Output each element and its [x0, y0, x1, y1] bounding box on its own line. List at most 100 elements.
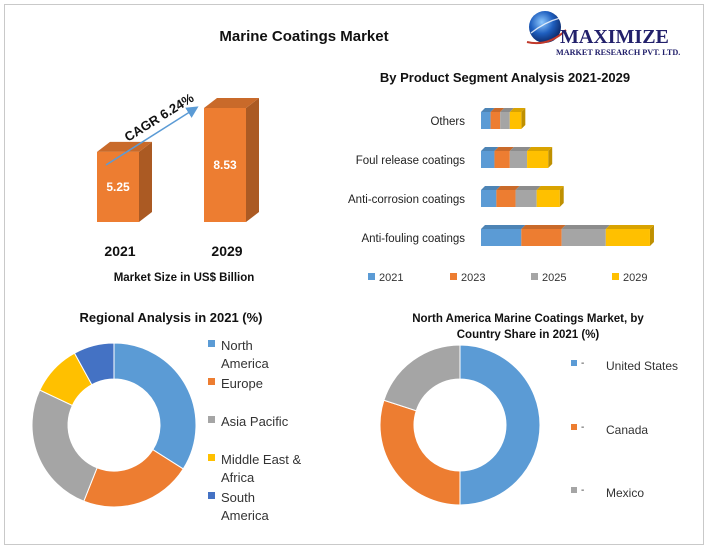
segment-bar-foul-release-coatings-2029 — [527, 151, 549, 168]
segment-legend-2029: 2029 — [623, 272, 647, 284]
regional-legend-swatch-north-america — [208, 340, 215, 347]
segment-bar-anti-fouling-coatings-2023 — [521, 229, 562, 246]
na-legend-canada: Canada — [606, 423, 648, 437]
segment-bar-top-anti-corrosion-coatings-2021 — [481, 186, 501, 190]
segment-bar-anti-corrosion-coatings-2023 — [496, 190, 516, 207]
bar-2021 — [97, 151, 139, 222]
regional-legend-swatch-south-america — [208, 492, 215, 499]
segment-bar-top-anti-corrosion-coatings-2023 — [496, 186, 520, 190]
na-slice-united-states — [459, 344, 541, 506]
segment-category-anti-fouling-coatings: Anti-fouling coatings — [361, 233, 465, 245]
regional-slice-south-america — [73, 342, 115, 386]
na-legend-swatch-canada — [571, 424, 577, 430]
segment-bar-others-2021 — [481, 112, 491, 129]
segment-bar-others-2029 — [509, 112, 522, 129]
infographic-frame — [4, 4, 704, 545]
segment-bar-side-others — [521, 108, 526, 129]
segment-bar-top-others-2021 — [481, 108, 495, 112]
market-chart-title: Marine Coatings Market — [219, 28, 388, 45]
market-chart-xlabel: Market Size in US$ Billion — [114, 272, 255, 284]
segment-bar-top-others-2023 — [490, 108, 505, 112]
na-slice-canada — [379, 399, 461, 506]
segment-legend-2025: 2025 — [542, 272, 566, 284]
segment-bar-others-2023 — [490, 112, 501, 129]
segment-bar-top-foul-release-coatings-2025 — [509, 147, 532, 151]
na-legend-mexico: Mexico — [606, 486, 644, 500]
regional-legend-north-america-line2: America — [221, 356, 269, 371]
globe-ring — [526, 29, 567, 45]
segment-bar-anti-fouling-coatings-2029 — [605, 229, 650, 246]
logo-tagline: MARKET RESEARCH PVT. LTD. — [556, 48, 680, 57]
regional-legend-swatch-middle-east-africa — [208, 454, 215, 461]
na-legend-swatch-mexico — [571, 487, 577, 493]
segment-bar-top-anti-fouling-coatings-2025 — [561, 225, 610, 229]
segment-bar-foul-release-coatings-2021 — [481, 151, 495, 168]
segment-legend-swatch-2023 — [450, 273, 457, 280]
segment-bar-top-anti-corrosion-coatings-2025 — [515, 186, 541, 190]
na-legend-swatch-united-states — [571, 360, 577, 366]
segment-bar-side-anti-fouling-coatings — [649, 225, 654, 246]
bar-top-2029 — [204, 98, 259, 108]
segment-legend-swatch-2025 — [531, 273, 538, 280]
bar-side-2021 — [139, 141, 152, 222]
segment-bar-top-anti-fouling-coatings-2021 — [481, 225, 526, 229]
na-chart-title-line2: Country Share in 2021 (%) — [457, 329, 600, 341]
regional-legend-south-america: South — [221, 490, 255, 505]
segment-legend-swatch-2029 — [612, 273, 619, 280]
regional-legend-swatch-asia-pacific — [208, 416, 215, 423]
segment-bar-top-anti-corrosion-coatings-2029 — [536, 186, 564, 190]
segment-legend-2021: 2021 — [379, 272, 403, 284]
segment-bar-anti-corrosion-coatings-2025 — [515, 190, 537, 207]
segment-legend-swatch-2021 — [368, 273, 375, 280]
segment-bar-top-others-2029 — [509, 108, 526, 112]
segment-category-foul-release-coatings: Foul release coatings — [356, 155, 466, 167]
cagr-arrow — [105, 106, 199, 166]
na-chart-title: North America Marine Coatings Market, by — [412, 313, 644, 325]
regional-legend-middle-east-africa: Middle East & — [221, 452, 302, 467]
segment-category-others: Others — [430, 116, 465, 128]
regional-chart-title: Regional Analysis in 2021 (%) — [79, 310, 262, 325]
regional-legend-swatch-europe — [208, 378, 215, 385]
globe-swoosh — [530, 17, 561, 34]
na-legend-marker-canada: - — [581, 422, 584, 433]
segment-bar-top-foul-release-coatings-2021 — [481, 147, 499, 151]
segment-bar-side-foul-release-coatings — [548, 147, 553, 168]
regional-legend-north-america: North — [221, 338, 253, 353]
regional-legend-europe: Europe — [221, 376, 263, 391]
regional-slice-north-america — [113, 342, 197, 470]
regional-legend-asia-pacific: Asia Pacific — [221, 414, 289, 429]
segment-bar-others-2025 — [500, 112, 510, 129]
bar-2029 — [204, 108, 246, 222]
segment-bar-top-others-2025 — [500, 108, 514, 112]
segment-chart-title: By Product Segment Analysis 2021-2029 — [380, 70, 630, 85]
segment-legend-2023: 2023 — [461, 272, 485, 284]
segment-bar-foul-release-coatings-2025 — [509, 151, 528, 168]
bar-side-2029 — [246, 98, 259, 222]
segment-bar-anti-fouling-coatings-2025 — [561, 229, 606, 246]
segment-bar-anti-corrosion-coatings-2029 — [536, 190, 560, 207]
bar-category-2029: 2029 — [211, 243, 242, 259]
segment-bar-top-anti-fouling-coatings-2023 — [521, 225, 566, 229]
na-slice-mexico — [383, 344, 461, 412]
segment-bar-top-foul-release-coatings-2023 — [494, 147, 514, 151]
segment-bar-side-anti-corrosion-coatings — [559, 186, 564, 207]
globe-icon — [529, 11, 561, 43]
bar-value-2029: 8.53 — [213, 158, 237, 172]
segment-category-anti-corrosion-coatings: Anti-corrosion coatings — [348, 194, 465, 206]
regional-slice-asia-pacific — [31, 389, 98, 502]
segment-bar-top-foul-release-coatings-2029 — [527, 147, 553, 151]
na-legend-united-states: United States — [606, 359, 678, 373]
segment-bar-anti-corrosion-coatings-2021 — [481, 190, 497, 207]
bar-value-2021: 5.25 — [106, 180, 130, 194]
segment-bar-foul-release-coatings-2023 — [494, 151, 510, 168]
na-legend-marker-mexico: - — [581, 485, 584, 496]
logo-name: MAXIMIZE — [560, 26, 669, 48]
segment-bar-anti-fouling-coatings-2021 — [481, 229, 522, 246]
na-legend-marker-united-states: - — [581, 358, 584, 369]
bar-category-2021: 2021 — [104, 243, 135, 259]
regional-legend-middle-east-africa-line2: Africa — [221, 470, 255, 485]
segment-bar-top-anti-fouling-coatings-2029 — [605, 225, 654, 229]
regional-legend-south-america-line2: America — [221, 508, 269, 523]
